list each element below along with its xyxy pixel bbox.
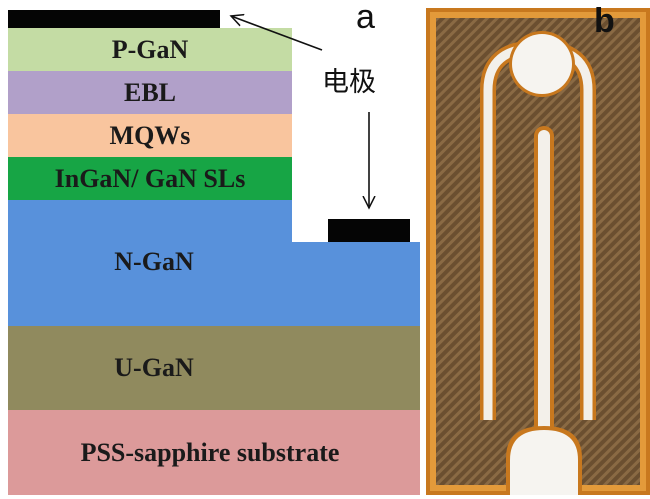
- layer-ebl-label: EBL: [123, 77, 177, 107]
- layer-ingan-gan-sls-label: InGaN/ GaN SLs: [54, 163, 246, 193]
- top-electrode: [8, 10, 220, 28]
- layer-n-gan: N-GaN: [8, 242, 420, 326]
- panel-b-label: b: [594, 2, 615, 40]
- layer-ingan-gan-sls: InGaN/ GaN SLs: [8, 157, 292, 200]
- layer-substrate-label: PSS-sapphire substrate: [80, 437, 340, 467]
- layer-mqws-label: MQWs: [109, 120, 191, 150]
- n-electrode: [328, 219, 410, 242]
- layer-p-gan: P-GaN: [8, 28, 292, 71]
- layer-u-gan: U-GaN: [8, 326, 420, 410]
- electrode-annotation: 电极: [322, 67, 376, 98]
- layer-p-gan-label: P-GaN: [111, 34, 189, 64]
- arrow-to-top-electrode: [231, 16, 323, 51]
- panel-a-label: a: [356, 0, 375, 36]
- layer-substrate: PSS-sapphire substrate: [8, 410, 420, 495]
- layer-n-gan-label: N-GaN: [114, 247, 194, 276]
- layer-n-gan-upper: [8, 200, 292, 242]
- chip-micrograph: [426, 8, 650, 495]
- layer-u-gan-label: U-GaN: [114, 353, 194, 382]
- panel-b-photo: [426, 8, 650, 495]
- layer-mqws: MQWs: [8, 114, 292, 157]
- layer-ebl: EBL: [8, 71, 292, 114]
